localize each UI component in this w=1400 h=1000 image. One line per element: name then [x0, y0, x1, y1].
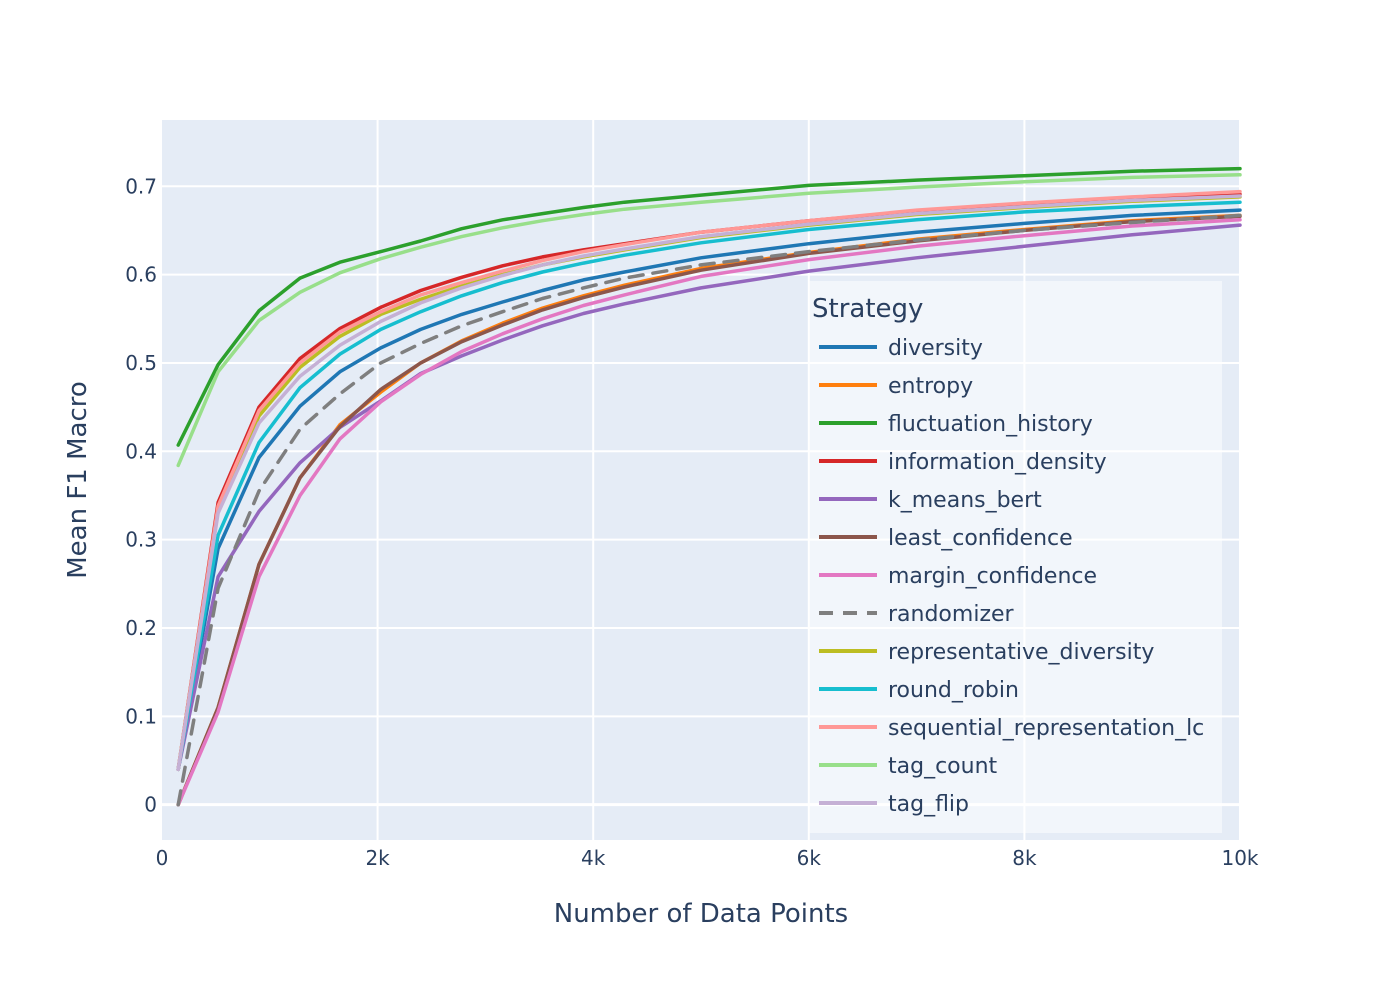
series-line-round-robin [176, 200, 1242, 772]
y-tick-label: 0.4 [125, 439, 157, 463]
legend-label: margin_confidence [888, 564, 1097, 589]
y-axis-title: Mean F1 Macro [63, 381, 93, 579]
x-tick-label: 4k [581, 846, 606, 870]
series-line-margin-confidence [176, 218, 1242, 807]
legend-label: entropy [888, 374, 973, 399]
legend-label: representative_diversity [888, 640, 1154, 665]
legend-label: information_density [888, 450, 1107, 475]
x-tick-label: 8k [1012, 846, 1037, 870]
series-lines [176, 166, 1242, 807]
series-line-sequential-representation-lc [176, 189, 1242, 772]
legend-box [808, 281, 1222, 833]
legend-item-tag-count[interactable]: tag_count [819, 754, 998, 779]
series-line-tag-flip [176, 194, 1242, 772]
x-axis-ticks: 0 2k 4k 6k 8k 10k [156, 846, 1259, 870]
y-tick-label: 0.1 [125, 704, 157, 728]
legend-item-k-means-bert[interactable]: k_means_bert [819, 488, 1042, 513]
legend-item-diversity[interactable]: diversity [819, 336, 983, 361]
y-tick-label: 0.5 [125, 351, 157, 375]
legend-item-margin-confidence[interactable]: margin_confidence [819, 564, 1097, 589]
legend-item-randomizer[interactable]: randomizer [819, 602, 1015, 627]
series-line-diversity [176, 208, 1242, 772]
legend-label: sequential_representation_lc [888, 716, 1204, 741]
y-tick-label: 0.3 [125, 528, 157, 552]
x-tick-label: 10k [1221, 846, 1258, 870]
legend-label: fluctuation_history [888, 412, 1093, 437]
legend-label: randomizer [888, 602, 1015, 627]
series-line-tag-count [176, 173, 1242, 468]
legend-item-round-robin[interactable]: round_robin [819, 678, 1019, 703]
legend-label: round_robin [888, 678, 1019, 703]
legend-item-information-density[interactable]: information_density [819, 450, 1107, 475]
legend-items: diversity entropy fluctuation_historyinfor… [819, 336, 1204, 817]
series-line-randomizer [176, 213, 1242, 807]
legend-label: tag_count [888, 754, 998, 779]
x-tick-label: 0 [156, 846, 169, 870]
y-tick-label: 0.2 [125, 616, 157, 640]
legend-item-sequential-representation-lc[interactable]: sequential_representation_lc [819, 716, 1204, 741]
legend-item-entropy[interactable]: entropy [819, 374, 973, 399]
legend-item-fluctuation-history[interactable]: fluctuation_history [819, 412, 1093, 437]
series-line-k-means-bert [176, 223, 1242, 772]
y-tick-label: 0.7 [125, 174, 157, 198]
y-tick-label: 0.6 [125, 263, 157, 287]
legend-label: k_means_bert [888, 488, 1042, 513]
legend-item-tag-flip[interactable]: tag_flip [819, 792, 969, 817]
legend-label: diversity [888, 336, 983, 361]
x-tick-label: 6k [797, 846, 822, 870]
series-line-least-confidence [176, 214, 1242, 807]
x-tick-label: 2k [365, 846, 390, 870]
x-axis-title: Number of Data Points [554, 899, 848, 929]
legend-title: Strategy [812, 294, 923, 324]
legend: Strategy diversity entropy fluctuation_his… [808, 281, 1222, 833]
legend-label: tag_flip [888, 792, 969, 817]
series-line-fluctuation-history [176, 166, 1242, 447]
legend-item-representative-diversity[interactable]: representative_diversity [819, 640, 1154, 665]
y-tick-label: 0 [144, 793, 157, 817]
legend-item-least-confidence[interactable]: least_confidence [819, 526, 1073, 551]
legend-label: least_confidence [888, 526, 1073, 551]
y-axis-ticks: 0 0.1 0.2 0.3 0.4 0.5 0.6 0.7 [125, 174, 157, 816]
